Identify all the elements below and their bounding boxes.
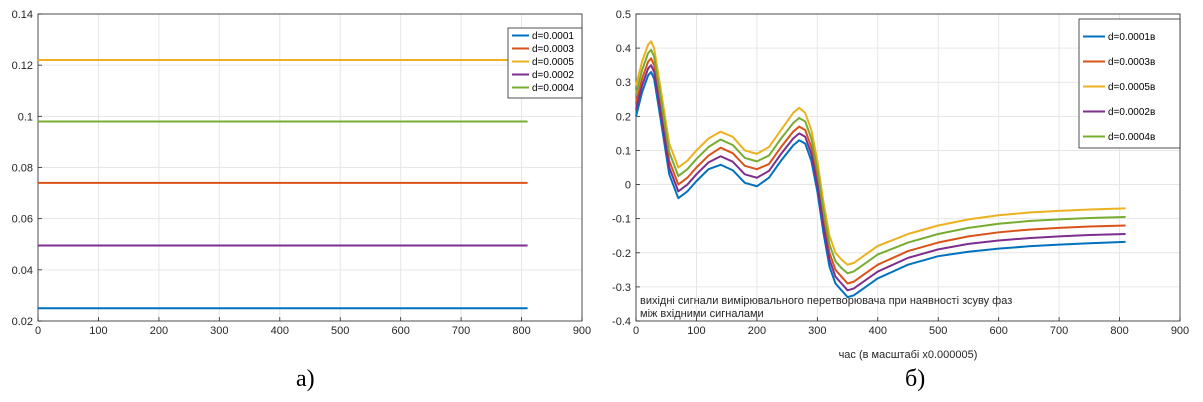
panel-b-caption: б): [905, 366, 926, 392]
series-line: [635, 40, 1126, 266]
x-axis-label: час (в масштабі х0.000005): [839, 349, 978, 361]
y-tick-label: 0.1: [18, 111, 33, 123]
chart-panel-b: 0 100 200 300 400 500 600 700 800 900 -0.4 -0.3 -0.2…: [612, 9, 1189, 361]
x-tick-label: 700: [1050, 325, 1068, 337]
y-tick-label: 0.1: [616, 145, 631, 157]
axes-frame: [635, 13, 1181, 322]
y-tick-label: -0.3: [612, 282, 631, 294]
y-tick-label: 0.2: [616, 111, 631, 123]
x-tick-label: 800: [1110, 325, 1128, 337]
x-tick-label: 400: [271, 325, 289, 337]
x-tick-label: 500: [929, 325, 947, 337]
y-tick-label: 0.08: [12, 163, 33, 175]
series-line: [635, 70, 1126, 299]
x-tick-label: 300: [210, 325, 228, 337]
x-tick-label: 600: [989, 325, 1007, 337]
annotation-line-1: вихідні сигнали вимірювального перетворю…: [640, 295, 1012, 307]
annotation-line-2: між вхідними сигналами: [640, 308, 764, 320]
y-tick-label: -0.2: [612, 248, 631, 260]
legend-box: [507, 27, 583, 99]
y-tick-label: 0.02: [12, 316, 33, 328]
x-tick-label: 0: [633, 325, 639, 337]
x-tick-label: 200: [748, 325, 766, 337]
legend-label: d=0.0005: [532, 57, 574, 68]
legend: d=0.0001 d=0.0003 d=0.0005 d=0.0002 d=0.0004: [507, 27, 583, 99]
x-tick-label: 300: [808, 325, 826, 337]
legend-label: d=0.0003: [532, 44, 574, 55]
y-tick-label: 0.4: [616, 43, 631, 55]
legend-box: [1078, 18, 1181, 149]
y-tick-label: 0.3: [616, 77, 631, 89]
x-tick-label: 100: [89, 325, 107, 337]
panel-a-caption: а): [296, 366, 315, 392]
legend-label: d=0.0002: [532, 70, 574, 81]
series-line: [635, 64, 1126, 292]
x-tick-label: 900: [1171, 325, 1189, 337]
legend-label: d=0.0004: [532, 83, 574, 94]
legend-label: d=0.0003в: [1108, 57, 1155, 68]
x-tick-label: 900: [573, 325, 591, 337]
y-tick-label: -0.1: [612, 214, 631, 226]
series-line: [635, 48, 1126, 275]
y-tick-label: 0.5: [616, 9, 631, 21]
chart-panel-a: 0 100 200 300 400 500 600 700 800 900 0.02 0.04 0.06…: [12, 9, 592, 337]
legend-label: d=0.0001в: [1108, 32, 1155, 43]
x-tick-label: 100: [687, 325, 705, 337]
y-tick-label: 0.14: [12, 9, 33, 21]
legend-label: d=0.0004в: [1108, 132, 1155, 143]
series-line: [635, 57, 1126, 285]
y-tick-label: 0.04: [12, 265, 33, 277]
legend-label: d=0.0001: [532, 31, 574, 42]
y-tick-label: 0.06: [12, 214, 33, 226]
x-tick-label: 200: [150, 325, 168, 337]
x-tick-label: 700: [452, 325, 470, 337]
x-tick-label: 400: [869, 325, 887, 337]
x-tick-label: 600: [391, 325, 409, 337]
legend-label: d=0.0005в: [1108, 82, 1155, 93]
y-tick-label: 0: [625, 180, 631, 192]
legend: d=0.0001в d=0.0003в d=0.0005в d=0.0002в d=0.…: [1078, 18, 1181, 149]
legend-label: d=0.0002в: [1108, 107, 1155, 118]
y-tick-label: -0.4: [612, 316, 631, 328]
y-tick-label: 0.12: [12, 60, 33, 72]
x-tick-label: 500: [331, 325, 349, 337]
x-tick-label: 0: [35, 325, 41, 337]
x-tick-label: 800: [512, 325, 530, 337]
